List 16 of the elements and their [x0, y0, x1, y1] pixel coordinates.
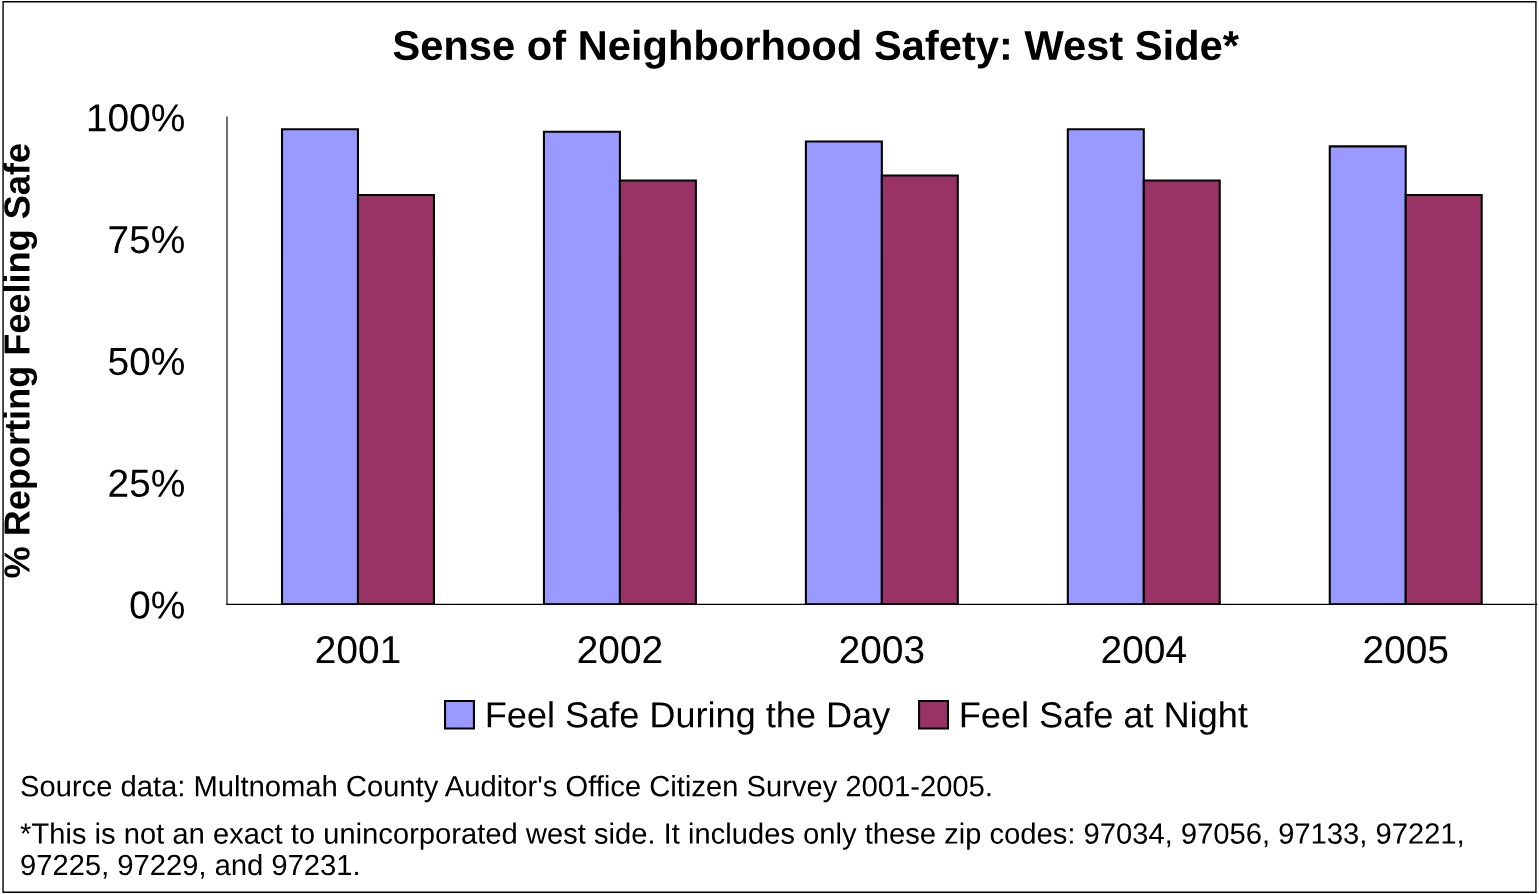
y-tick-label: 50%	[109, 347, 184, 376]
text: *This is not an exact to unincorporated west side. It includes only these zip codes: 97034, 97056, 97133, 97221, 97225, 97229, and 97231.	[20, 822, 1463, 879]
y-tick-label: 25%	[109, 469, 184, 498]
x-tick-label: 2003	[840, 635, 924, 664]
x-tick-label: 2005	[1364, 635, 1448, 664]
x-tick-label: 2001	[316, 635, 400, 664]
y-tick-label: 75%	[109, 226, 184, 254]
y-axis-title: % Reporting Feeling Safe	[3, 144, 38, 578]
source-note: Source data: Multnomah County Auditor's Office Citizen Survey 2001-2005.	[21, 775, 991, 803]
y-tick-label: 0%	[130, 591, 184, 619]
legend-label: Feel Safe During the Day	[487, 701, 891, 735]
x-tick-label: 2002	[578, 635, 662, 664]
y-tick-label: 100%	[88, 104, 184, 132]
legend-label: Feel Safe at Night	[961, 701, 1248, 735]
chart-title: Sense of Neighborhood Safety: West Side*	[393, 29, 1239, 69]
x-tick-label: 2004	[1102, 635, 1186, 664]
